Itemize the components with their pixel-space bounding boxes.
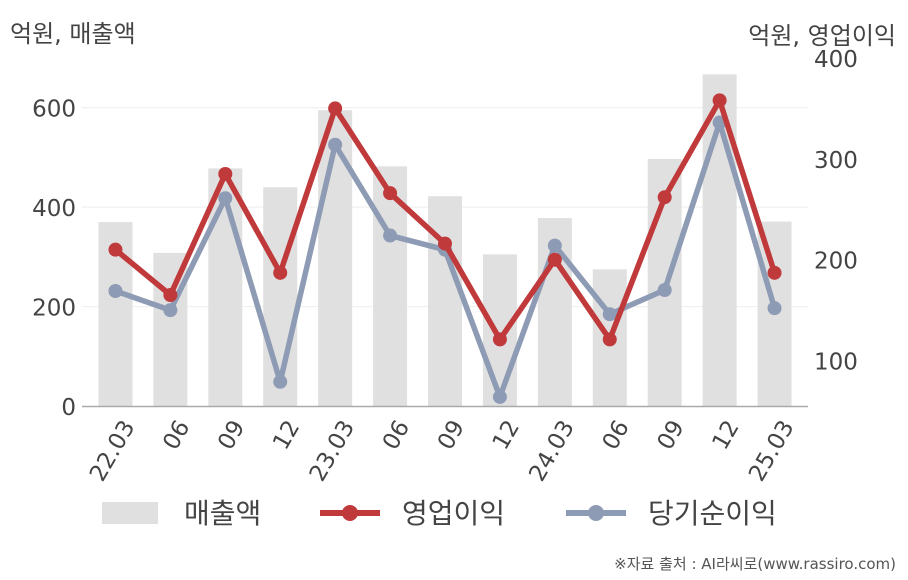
series-point — [547, 252, 562, 267]
x-tick-label: 12 — [488, 416, 525, 454]
series-point — [657, 190, 672, 205]
bar — [208, 168, 243, 406]
series-point — [767, 265, 782, 280]
series-point — [602, 307, 617, 322]
left-tick-label: 200 — [32, 296, 76, 322]
series-point — [547, 238, 562, 253]
bar — [153, 252, 188, 406]
x-tick-label: 12 — [268, 416, 305, 454]
series-point — [712, 93, 727, 108]
series-point — [492, 332, 507, 347]
x-tick-label: 23.03 — [305, 416, 360, 486]
right-tick-label: 400 — [814, 47, 858, 73]
legend-marker — [588, 505, 604, 521]
source-note: ※자료 출처 : AI라씨로(www.rassiro.com) — [614, 555, 896, 573]
series-point — [108, 242, 123, 257]
x-tick-label: 24.03 — [524, 416, 579, 486]
series-point — [273, 374, 288, 389]
right-tick-label: 200 — [814, 249, 858, 275]
right-tick-label: 100 — [814, 350, 858, 376]
legend-swatch — [102, 502, 158, 524]
bar — [482, 254, 517, 406]
x-tick-label: 06 — [598, 416, 635, 454]
series-point — [163, 288, 178, 303]
series-point — [328, 101, 343, 116]
legend-label: 영업이익 — [402, 497, 505, 530]
x-tick-label: 25.03 — [744, 416, 799, 486]
left-axis-unit: 억원, 매출액 — [10, 20, 136, 48]
x-tick-label: 22.03 — [85, 416, 140, 486]
series-point — [383, 228, 398, 243]
x-tick-label: 12 — [708, 416, 745, 454]
x-tick-label: 06 — [378, 416, 415, 454]
series-point — [328, 137, 343, 152]
legend-label: 매출액 — [184, 497, 261, 530]
series-point — [108, 284, 123, 299]
series-point — [218, 167, 233, 181]
series-point — [767, 301, 782, 316]
x-tick-label: 09 — [433, 416, 470, 454]
series-point — [657, 283, 672, 297]
bar — [428, 196, 462, 406]
right-axis-unit: 억원, 영업이익 — [748, 22, 896, 50]
x-tick-label: 06 — [158, 416, 195, 454]
series-point — [492, 389, 507, 404]
x-tick-label: 09 — [653, 416, 690, 454]
left-tick-label: 400 — [32, 196, 76, 222]
right-tick-label: 300 — [814, 148, 858, 174]
series-point — [383, 186, 398, 201]
series-point — [438, 236, 452, 251]
legend-marker — [342, 505, 358, 521]
series-point — [218, 191, 233, 206]
bar — [263, 187, 298, 406]
series-point — [163, 303, 178, 318]
left-tick-label: 600 — [32, 97, 76, 123]
x-tick-label: 09 — [213, 416, 250, 454]
series-point — [602, 332, 617, 347]
legend-label: 당기순이익 — [648, 497, 777, 530]
left-tick-label: 0 — [61, 395, 76, 421]
series-point — [273, 265, 288, 280]
